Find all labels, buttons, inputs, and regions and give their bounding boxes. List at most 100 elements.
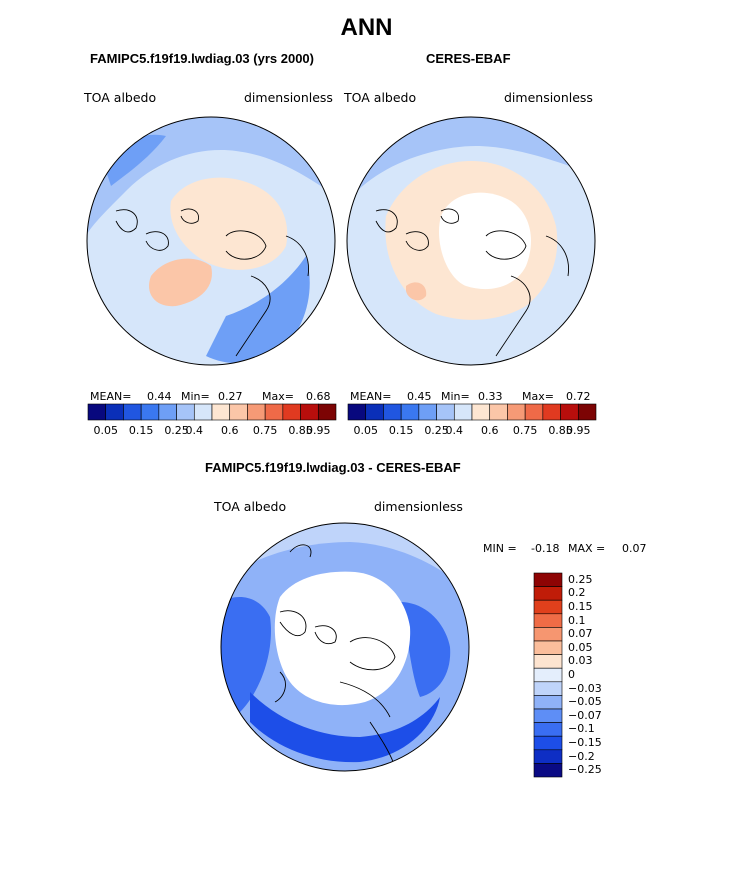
colorbar-tick-label: 0.15 [568, 600, 593, 613]
colorbar-tick-label: −0.15 [568, 736, 602, 749]
diff-polar-map [220, 522, 470, 772]
colorbar-swatch [229, 403, 248, 421]
colorbar-tick-label: 0 [568, 668, 575, 681]
obs-min-label: Min= [441, 390, 470, 403]
model-max-value: 0.68 [306, 390, 331, 403]
model-polar-map [86, 116, 336, 366]
colorbar-swatch [400, 403, 420, 421]
figure-title: ANN [340, 14, 393, 41]
obs-colorbar [347, 403, 597, 421]
obs-salmon-patch [406, 282, 427, 301]
diff-max-value: 0.07 [622, 542, 647, 555]
colorbar-swatch [533, 667, 563, 683]
colorbar-swatch [560, 403, 579, 421]
colorbar-swatch [176, 403, 195, 421]
colorbar-tick-label: 0.03 [568, 654, 593, 668]
colorbar-swatch [300, 403, 319, 421]
colorbar-swatch [533, 654, 563, 669]
colorbar-swatch [383, 403, 402, 421]
colorbar-swatch [193, 403, 213, 421]
colorbar-swatch [533, 681, 563, 696]
diff-min-value: -0.18 [531, 542, 560, 555]
colorbar-swatch [282, 403, 301, 421]
model-mean-value: 0.44 [147, 390, 172, 403]
diff-panel-title: FAMIPC5.f19f19.lwdiag.03 - CERES-EBAF [205, 460, 461, 475]
colorbar-swatch [347, 403, 367, 421]
model-variable-label: TOA albedo [84, 90, 157, 105]
obs-polar-map [346, 116, 596, 366]
model-greenland-salmon [148, 258, 212, 307]
colorbar-tick-label: 0.85 [548, 424, 573, 437]
colorbar-tick-label: 0.4 [445, 424, 464, 437]
colorbar-swatch [533, 613, 563, 628]
colorbar-swatch [158, 403, 177, 421]
colorbar-swatch [533, 695, 563, 710]
diff-south-band [250, 692, 440, 763]
colorbar-swatch [140, 403, 160, 421]
colorbar-tick-label: 0.85 [288, 424, 313, 437]
colorbar-tick-label: 0.6 [480, 424, 499, 437]
colorbar-tick-label: 0.75 [512, 424, 538, 437]
colorbar-swatch [264, 403, 284, 421]
colorbar-tick-label: 0.15 [128, 424, 154, 437]
colorbar-swatch [317, 403, 337, 421]
obs-max-label: Max= [522, 390, 554, 403]
colorbar-tick-label: 0.4 [185, 424, 204, 437]
colorbar-swatch [533, 722, 563, 737]
diff-variable-label: TOA albedo [214, 499, 287, 514]
diff-west-low [221, 597, 271, 712]
colorbar-swatch [471, 403, 491, 421]
model-min-label: Min= [181, 390, 210, 403]
model-colorbar [87, 403, 337, 421]
colorbar-swatch [533, 599, 563, 615]
colorbar-tick-label: 0.25 [164, 424, 189, 437]
colorbar-swatch [105, 403, 124, 421]
obs-units-label: dimensionless [504, 90, 593, 105]
diff-min-label: MIN = [483, 542, 517, 555]
colorbar-swatch [507, 403, 526, 421]
colorbar-tick-label: 0.05 [568, 640, 593, 654]
colorbar-swatch [87, 403, 107, 421]
colorbar-swatch [533, 640, 563, 655]
colorbar-tick-label: 0.15 [388, 424, 414, 437]
colorbar-swatch [533, 627, 563, 642]
colorbar-tick-label: 0.25 [424, 424, 449, 437]
colorbar-tick-label: 0.05 [93, 424, 118, 437]
diff-colorbar [533, 572, 563, 778]
colorbar-swatch [524, 403, 544, 421]
colorbar-tick-label: 0.95 [566, 424, 591, 437]
colorbar-tick-label: 0.07 [568, 627, 593, 641]
model-arctic-peach [170, 177, 288, 270]
colorbar-swatch [247, 403, 266, 421]
colorbar-swatch [533, 708, 563, 723]
obs-panel-title: CERES-EBAF [426, 51, 511, 66]
obs-min-value: 0.33 [478, 390, 503, 403]
colorbar-tick-label: −0.1 [568, 722, 595, 736]
obs-subpolar-band [347, 117, 595, 206]
colorbar-tick-label: 0.05 [353, 424, 378, 437]
colorbar-swatch [436, 403, 455, 421]
colorbar-tick-label: 0.2 [568, 586, 586, 600]
model-units-label: dimensionless [244, 90, 333, 105]
colorbar-tick-label: 0.75 [252, 424, 278, 437]
model-mean-label: MEAN= [90, 390, 132, 403]
colorbar-swatch [123, 403, 142, 421]
colorbar-swatch [542, 403, 561, 421]
diff-arctic-white [274, 571, 411, 706]
colorbar-tick-label: 0.1 [568, 613, 586, 627]
colorbar-tick-label: −0.25 [568, 763, 602, 777]
colorbar-swatch [453, 403, 473, 421]
colorbar-swatch [533, 763, 563, 778]
colorbar-tick-label: −0.07 [568, 708, 602, 722]
obs-arctic-white [438, 192, 531, 290]
colorbar-swatch [365, 403, 384, 421]
obs-mean-label: MEAN= [350, 390, 392, 403]
colorbar-swatch [577, 403, 597, 421]
colorbar-tick-label: 0.6 [220, 424, 239, 437]
model-max-label: Max= [262, 390, 294, 403]
model-atlantic-low [206, 256, 310, 364]
model-panel-title: FAMIPC5.f19f19.lwdiag.03 (yrs 2000) [90, 51, 314, 66]
colorbar-tick-label: −0.2 [568, 749, 595, 763]
diff-units-label: dimensionless [374, 499, 463, 514]
colorbar-tick-label: 0.25 [568, 572, 593, 586]
